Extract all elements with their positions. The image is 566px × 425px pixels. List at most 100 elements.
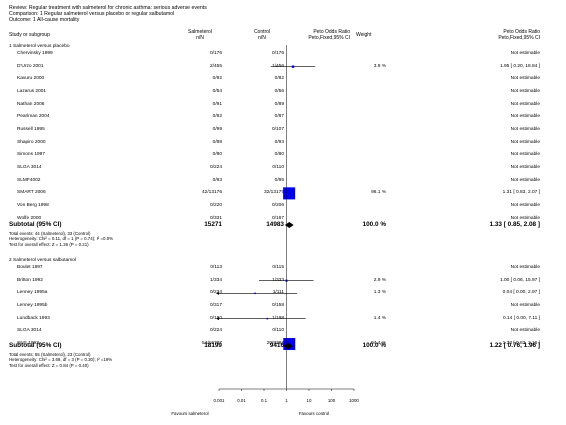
subgroup-note: Total events: 55 (Salmeterol), 23 (Contr… xyxy=(9,352,91,357)
salmeterol-value: 0/80 xyxy=(212,152,222,158)
study-name: Simons 1997 xyxy=(17,152,45,158)
subtotal-control: 14983 xyxy=(266,221,284,228)
ci-arrow-left xyxy=(216,317,219,321)
control-value: 1/456 xyxy=(271,63,284,69)
or-ci-value: 0.04 [ 0.00, 2.97 ] xyxy=(502,290,540,296)
or-ci-value: 1.31 [ 0.83, 2.07 ] xyxy=(502,190,540,196)
x-tick-label: 1000 xyxy=(349,398,359,403)
or-ci-value: Not estimable xyxy=(510,265,540,270)
study-square xyxy=(254,292,256,295)
study-name: Nathan 2006 xyxy=(17,101,45,107)
favours-control-label: Favours control xyxy=(298,411,330,416)
control-value: 0/176 xyxy=(271,51,284,56)
control-value: 0/110 xyxy=(272,165,284,171)
or-ci-value: Not estimable xyxy=(510,139,540,145)
subgroup-title: 1 Salmeterol versus placebo xyxy=(9,44,70,49)
study-name: Von Berg 1998 xyxy=(17,203,49,209)
study-name: SLGA 3014 xyxy=(17,165,42,171)
study-name: Boulet 1997 xyxy=(17,265,43,270)
salmeterol-value: 54/16787 xyxy=(201,341,222,347)
study-name: Shapiro 2000 xyxy=(17,139,46,145)
control-value: 1/198 xyxy=(271,315,284,321)
subtotal-weight: 100.0 % xyxy=(362,342,386,349)
x-tick-label: 1 xyxy=(285,398,288,403)
salmeterol-value: 0/88 xyxy=(212,139,222,145)
col-control: Control xyxy=(253,29,271,35)
weight-value: 1.4 % xyxy=(373,315,386,321)
control-value: 0/93 xyxy=(274,139,284,145)
study-name: SMART 2006 xyxy=(17,190,46,196)
review-title: Review: Regular treatment with salmetero… xyxy=(9,5,207,11)
or-ci-value: Not estimable xyxy=(510,101,540,107)
salmeterol-value: 0/92 xyxy=(212,114,222,120)
study-name: Pearlman 2004 xyxy=(17,114,50,120)
or-ci-value: Not estimable xyxy=(510,203,540,209)
x-tick-label: 0.01 xyxy=(237,398,246,403)
subgroup-note: Heterogeneity: Chi² = 3.69, df = 3 (P = … xyxy=(9,357,113,363)
subtotal-salmeterol: 15271 xyxy=(204,221,222,228)
subgroup-note: Total events: 44 (Salmeterol), 33 (Contr… xyxy=(9,231,91,236)
study-square xyxy=(266,317,269,320)
subgroup-note: Test for overall effect: Z = 1.26 (P = 0… xyxy=(9,241,89,247)
or-ci-value: Not estimable xyxy=(510,89,540,94)
or-ci-value: Not estimable xyxy=(510,51,540,56)
or-ci-value: 0.14 [ 0.00, 7.11 ] xyxy=(503,315,540,321)
x-tick-label: 0.001 xyxy=(213,398,225,403)
salmeterol-value: 0/91 xyxy=(212,101,222,107)
control-value: 1/111 xyxy=(272,290,284,296)
col-salmeterol: Salmeterol xyxy=(188,29,212,35)
control-value: 0/167 xyxy=(271,215,284,221)
control-value: 0/82 xyxy=(274,76,284,82)
control-value: 0/95 xyxy=(274,177,284,183)
x-tick-label: 0.1 xyxy=(260,398,268,403)
subtotal-label: Subtotal (95% CI) xyxy=(9,342,62,349)
salmeterol-value: 0/93 xyxy=(212,177,222,183)
control-value: 0/206 xyxy=(271,203,284,209)
or-ci-value: Not estimable xyxy=(510,127,540,133)
salmeterol-value: 0/220 xyxy=(209,203,222,209)
subtotal-ci: 1.22 [ 0.76, 1.96 ] xyxy=(489,342,540,349)
col-or-sub: Peto,Fixed,95% CI xyxy=(308,35,350,41)
or-ci-value: Not estimable xyxy=(510,114,540,120)
study-name: D'Urzo 2001 xyxy=(17,63,44,69)
outcome-title: Outcome: 1 All-cause mortality xyxy=(9,17,80,23)
col-or: Peto Odds Ratio xyxy=(313,29,350,35)
col-control-sub: n/N xyxy=(258,35,266,41)
weight-value: 2.9 % xyxy=(373,277,386,283)
weight-value: 96.1 % xyxy=(371,190,386,196)
x-tick-label: 10 xyxy=(306,398,312,403)
study-name: SLMF4002 xyxy=(17,177,41,183)
salmeterol-value: 1/334 xyxy=(209,277,222,283)
col-salmeterol-sub: n/N xyxy=(196,35,204,41)
x-tick-label: 100 xyxy=(327,398,336,403)
salmeterol-value: 0/224 xyxy=(209,328,222,334)
subgroup-note: Test for overall effect: Z = 0.84 (P = 0… xyxy=(9,362,89,368)
comparison-title: Comparison: 1 Regular salmeterol versus … xyxy=(9,11,175,17)
salmeterol-value: 0/234 xyxy=(209,290,222,296)
control-value: 0/56 xyxy=(274,89,284,94)
study-name: SNS 1993 xyxy=(17,341,39,347)
control-value: 0/89 xyxy=(274,101,284,107)
study-name: SLGA 3014 xyxy=(17,328,42,334)
or-ci-value: Not estimable xyxy=(510,165,540,171)
study-name: Russell 1995 xyxy=(17,127,45,133)
or-ci-value: Not estimable xyxy=(510,328,540,334)
weight-value: 1.3 % xyxy=(373,290,386,296)
salmeterol-value: 0/113 xyxy=(210,265,222,270)
salmeterol-value: 0/190 xyxy=(209,315,222,321)
control-value: 0/158 xyxy=(271,303,284,308)
salmeterol-value: 2/455 xyxy=(209,63,222,69)
study-square xyxy=(283,187,296,200)
salmeterol-value: 0/331 xyxy=(209,215,222,221)
or-ci-value: Not estimable xyxy=(510,152,540,158)
or-ci-value: Not estimable xyxy=(510,303,540,308)
control-value: 0/107 xyxy=(271,127,284,133)
subtotal-control: 9416 xyxy=(269,342,284,349)
study-name: Lazarus 2001 xyxy=(17,89,47,94)
control-value: 0/115 xyxy=(272,265,284,270)
study-name: Lundback 1993 xyxy=(17,315,50,321)
or-ci-value: 1.00 [ 0.06, 15.97 ] xyxy=(499,277,540,283)
study-name: Lenney 1995a xyxy=(17,290,48,296)
weight-value: 94.4 % xyxy=(371,341,386,347)
